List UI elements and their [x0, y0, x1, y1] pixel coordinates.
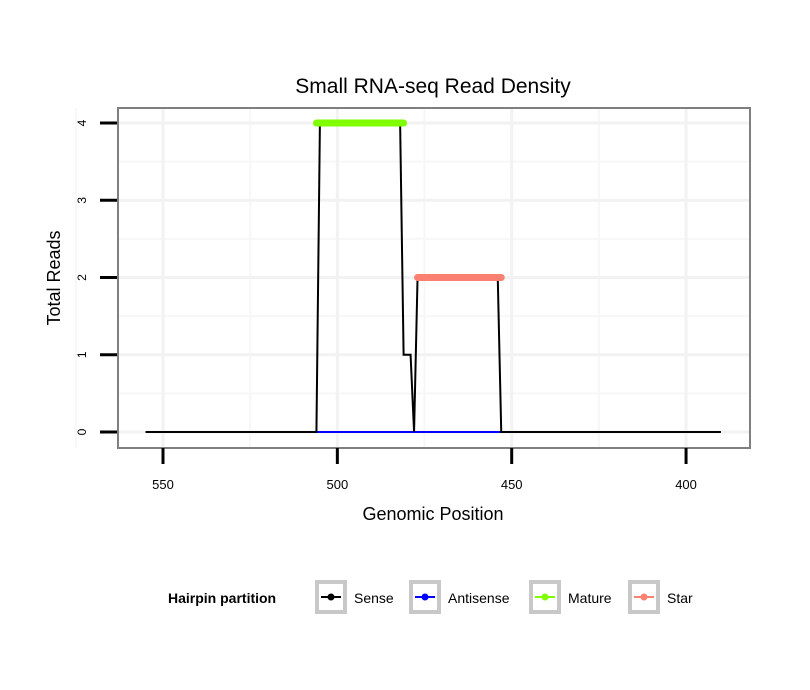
- legend-title: Hairpin partition: [168, 590, 276, 606]
- y-tick-label: 4: [75, 119, 89, 126]
- x-tick-label: 400: [675, 477, 697, 492]
- legend-point-icon: [541, 593, 549, 601]
- series-sense: [145, 122, 721, 433]
- legend-point-icon: [421, 593, 429, 601]
- x-tick-label: 450: [501, 477, 523, 492]
- x-tick-label: 550: [152, 477, 174, 492]
- legend-label: Star: [667, 590, 693, 606]
- y-tick-label: 0: [75, 428, 89, 435]
- legend-label: Sense: [354, 590, 394, 606]
- legend-item-mature: Mature: [529, 580, 612, 614]
- y-tick-label: 3: [75, 197, 89, 204]
- y-axis-label: Total Reads: [44, 230, 64, 325]
- legend-point-icon: [640, 593, 648, 601]
- chart-title: Small RNA-seq Read Density: [295, 75, 571, 98]
- y-tick-label: 1: [75, 351, 89, 358]
- legend-item-antisense: Antisense: [409, 580, 510, 614]
- x-axis-label: Genomic Position: [362, 504, 503, 524]
- legend-item-star: Star: [628, 580, 693, 614]
- y-tick-label: 2: [75, 274, 89, 281]
- legend-item-sense: Sense: [315, 580, 394, 614]
- x-tick-label: 500: [326, 477, 348, 492]
- legend-point-icon: [327, 593, 335, 601]
- plot-border: [117, 107, 751, 449]
- legend-label: Mature: [568, 590, 612, 606]
- legend-label: Antisense: [448, 590, 510, 606]
